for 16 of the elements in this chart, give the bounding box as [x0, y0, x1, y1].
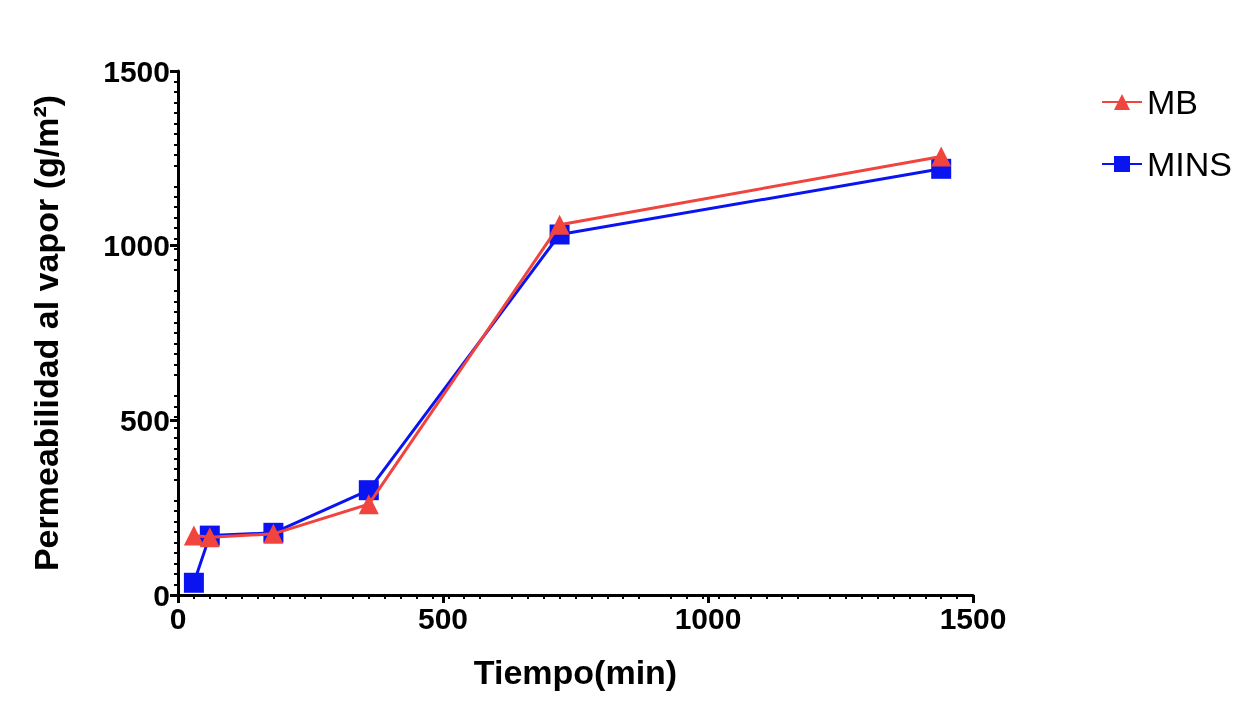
y-axis-title: Permeabilidad al vapor (g/m²) — [27, 94, 65, 572]
legend-label: MINS — [1147, 145, 1232, 183]
x-tick-label: 1500 — [939, 601, 1007, 635]
point — [183, 572, 204, 593]
x-axis-title: Tiempo(min) — [473, 653, 678, 691]
x-tick-label: 1000 — [674, 601, 742, 635]
point — [358, 494, 379, 515]
point — [931, 146, 952, 167]
x-tick-label: 500 — [417, 601, 469, 635]
point — [183, 525, 204, 546]
y-tick-label: 1000 — [103, 229, 170, 263]
legend-label: MB — [1147, 83, 1198, 121]
point — [549, 214, 570, 235]
y-tick-label: 0 — [153, 578, 170, 612]
y-tick-label: 1500 — [103, 54, 170, 88]
y-tick-label: 500 — [119, 403, 170, 437]
